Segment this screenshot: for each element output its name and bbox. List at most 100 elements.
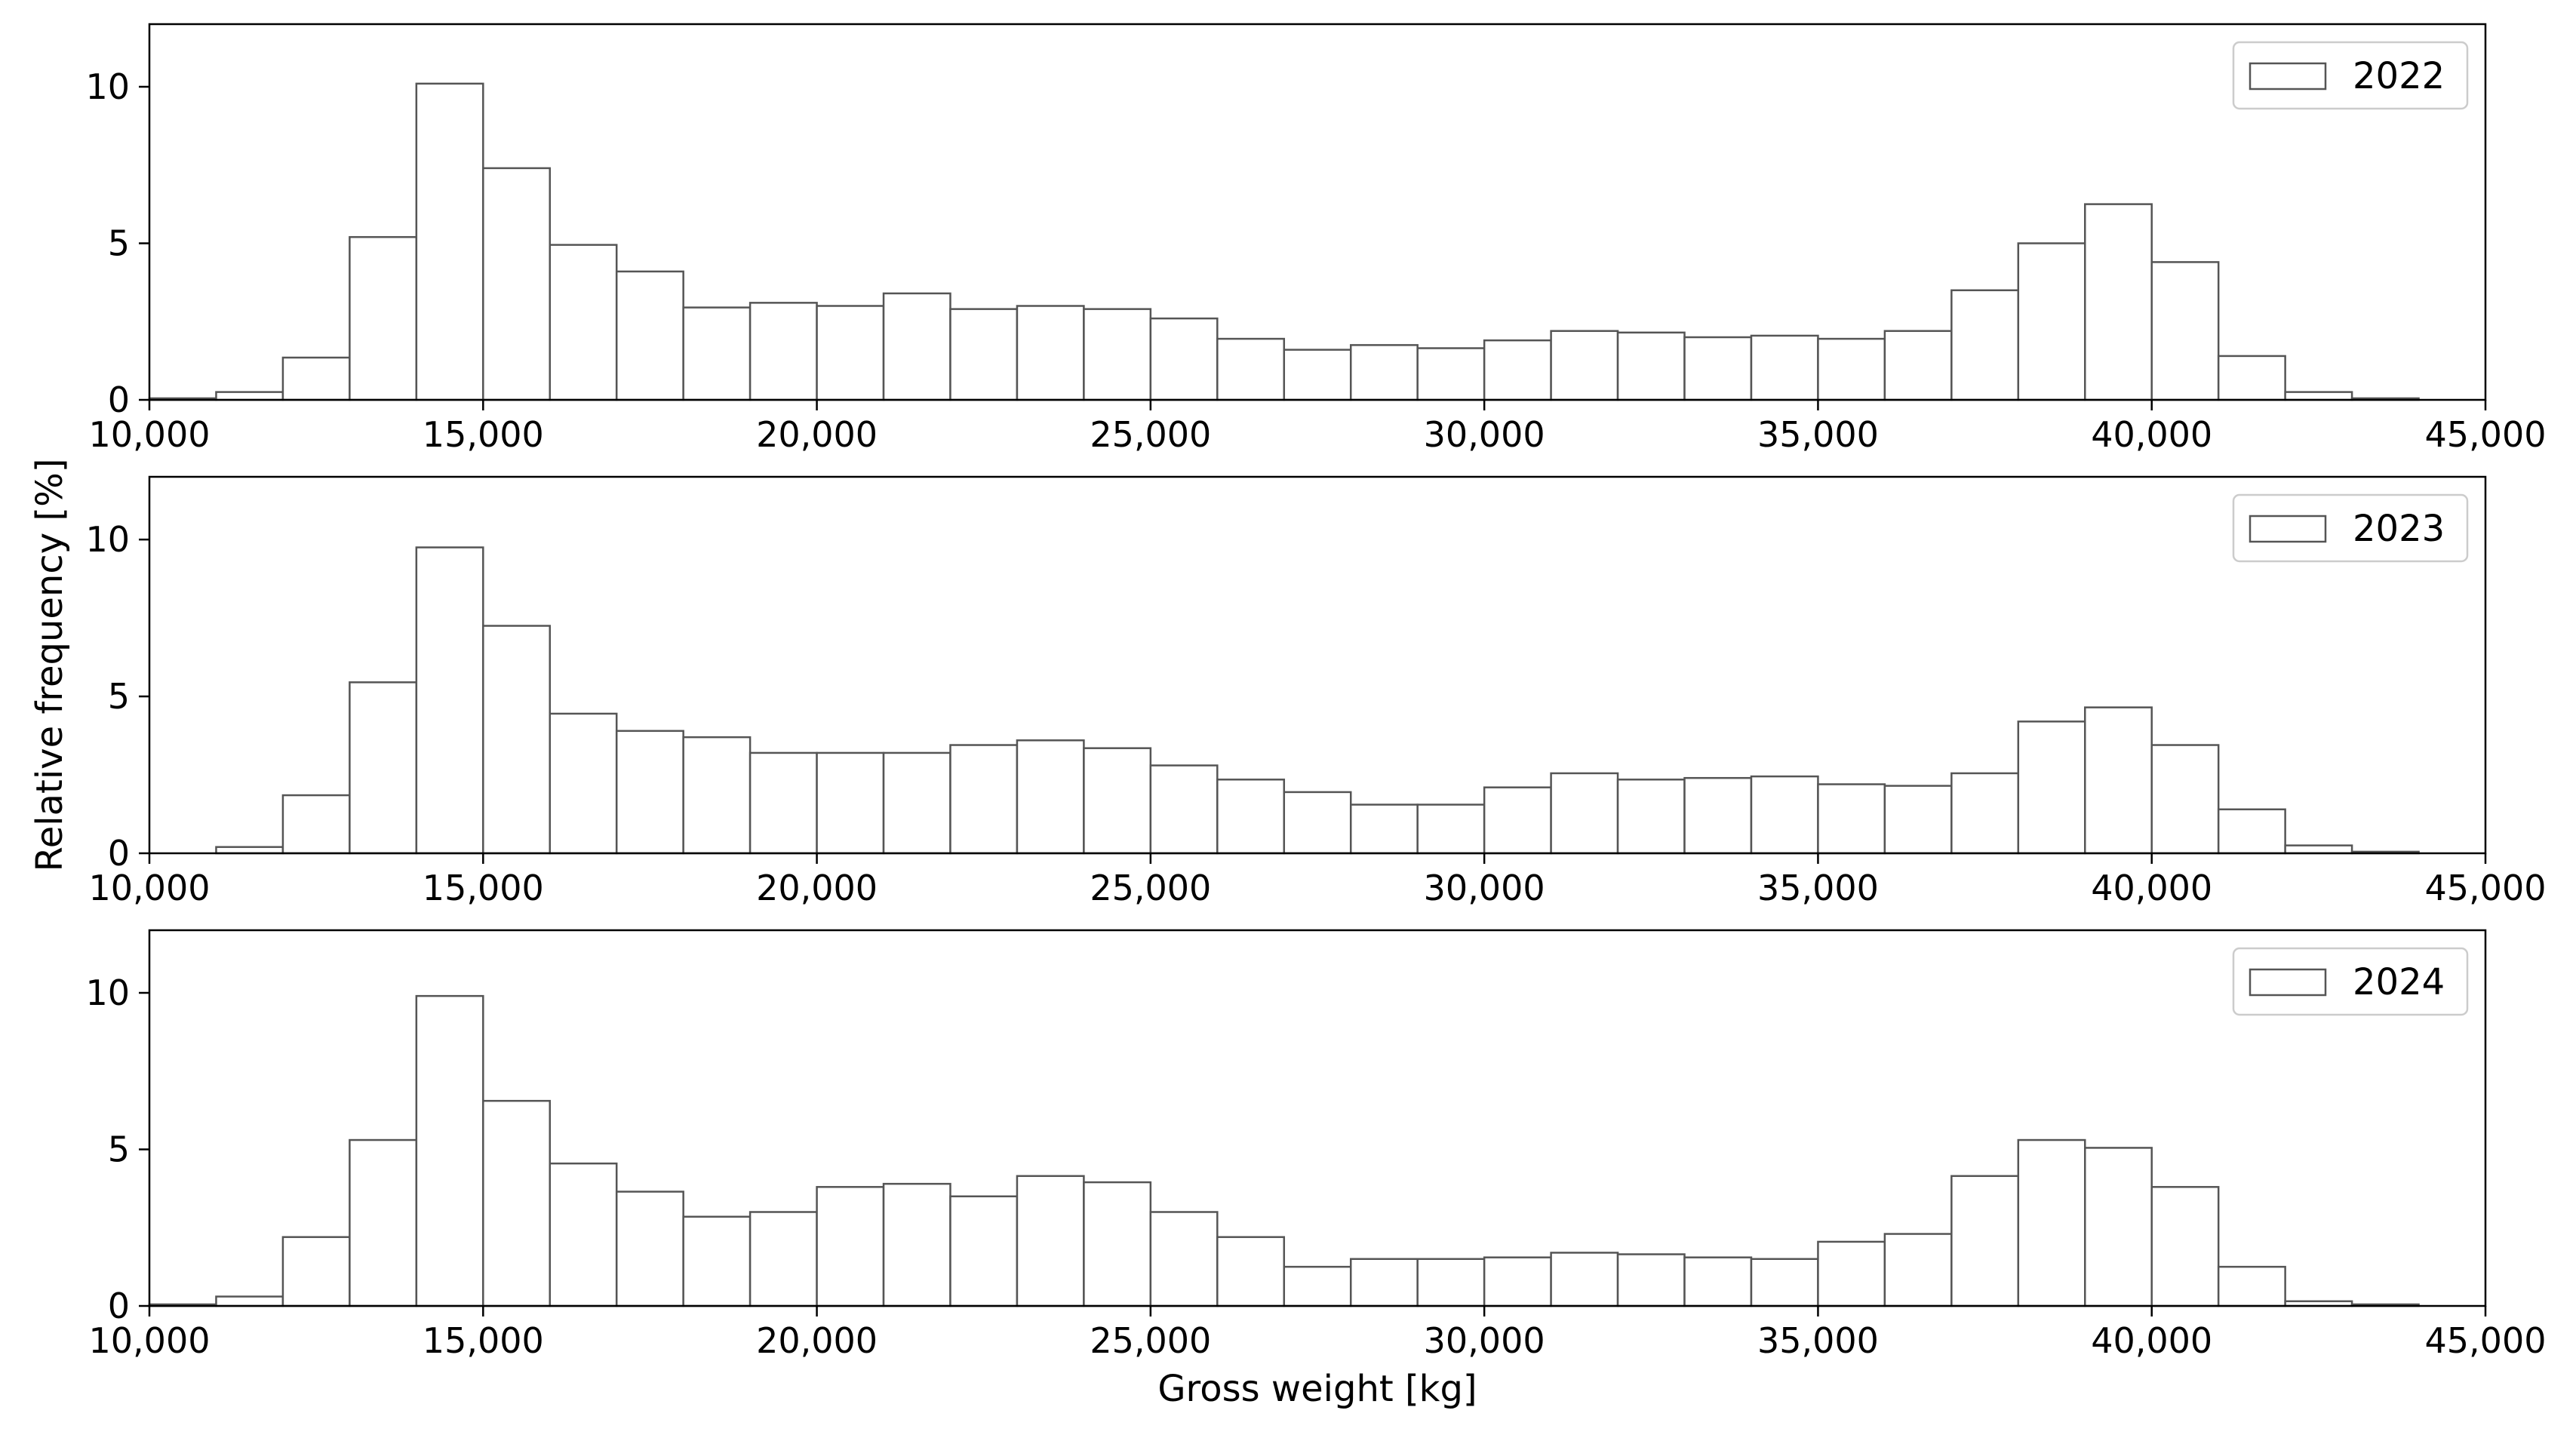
histogram-bar <box>2017 720 2086 855</box>
histogram-bar <box>682 736 752 855</box>
histogram-bar <box>1083 747 1152 855</box>
y-tick-label: 0 <box>108 833 130 874</box>
histogram-bar <box>816 305 885 401</box>
x-tick-label: 35,000 <box>1757 868 1879 908</box>
histogram-bar <box>1083 308 1152 401</box>
histogram-bar <box>1683 336 1753 401</box>
x-tick-label: 30,000 <box>1424 868 1545 908</box>
histogram-bar <box>749 751 818 855</box>
histogram-bar <box>1616 331 1686 401</box>
histogram-bar <box>1349 803 1419 855</box>
histogram-bar <box>1216 337 1286 401</box>
histogram-bar <box>1483 786 1552 855</box>
x-tick-label: 40,000 <box>2091 1320 2212 1361</box>
x-tick-label: 30,000 <box>1424 414 1545 455</box>
histogram-bar <box>1750 334 1819 401</box>
x-tick-label: 15,000 <box>423 868 544 908</box>
histogram-bar <box>1950 289 2020 401</box>
histogram-bar <box>1083 1181 1152 1307</box>
histogram-bar <box>949 308 1019 401</box>
histogram-bar <box>2084 203 2153 401</box>
histogram-bar <box>1149 317 1219 401</box>
histogram-bar <box>749 1211 818 1307</box>
x-tick-label: 20,000 <box>756 1320 878 1361</box>
histogram-bar <box>1149 1211 1219 1307</box>
y-tick-label: 10 <box>85 519 130 560</box>
x-tick-label: 15,000 <box>423 414 544 455</box>
histogram-bar <box>749 302 818 401</box>
x-tick-label: 10,000 <box>89 414 211 455</box>
histogram-bar <box>2284 844 2353 855</box>
legend: 2023 <box>2232 493 2469 563</box>
histogram-bar <box>549 712 618 855</box>
histogram-bar <box>2217 1265 2286 1307</box>
y-axis-label: Relative frequency [%] <box>29 459 71 872</box>
histogram-bar <box>281 794 351 855</box>
histogram-bar <box>2150 744 2220 855</box>
histogram-bar <box>1550 1252 1619 1307</box>
histogram-bar <box>1149 764 1219 855</box>
histogram-bar <box>415 994 484 1307</box>
x-tick-label: 40,000 <box>2091 868 2212 908</box>
histogram-bar <box>682 1215 752 1307</box>
x-tick-label: 30,000 <box>1424 1320 1545 1361</box>
x-tick-label: 45,000 <box>2425 868 2547 908</box>
histogram-panel-2024: 0 5 10 10,000 15,000 20,000 25,000 30,000 35,000… <box>85 929 2547 1361</box>
histogram-bar <box>1883 1233 1953 1307</box>
histogram-bar <box>1817 783 1886 855</box>
histogram-bar <box>1216 779 1286 855</box>
histogram-bar <box>1416 803 1486 855</box>
histogram-bar <box>415 546 484 855</box>
histogram-bar <box>1016 1175 1085 1307</box>
histogram-bar <box>1883 330 1953 401</box>
histogram-bar <box>2284 391 2353 401</box>
x-tick-label: 45,000 <box>2425 414 2547 455</box>
histogram-bar <box>949 1195 1019 1307</box>
histogram-bar <box>1683 1256 1753 1307</box>
histogram-bar <box>816 751 885 855</box>
histogram-bar <box>1550 772 1619 855</box>
axes-frame <box>148 929 2487 1307</box>
histogram-bar <box>1750 1258 1819 1307</box>
histogram-bar <box>816 1186 885 1307</box>
histogram-bar <box>215 391 284 401</box>
histogram-bar <box>882 751 951 855</box>
y-tick-label: 5 <box>108 1129 130 1170</box>
histogram-bar <box>349 1138 418 1307</box>
x-tick-label: 20,000 <box>756 414 878 455</box>
histogram-bar <box>482 625 551 855</box>
histogram-bar <box>1016 739 1085 855</box>
histogram-bar <box>1416 347 1486 401</box>
y-tick-label: 5 <box>108 676 130 717</box>
histogram-bar <box>615 1191 684 1307</box>
histogram-bar <box>215 1295 284 1307</box>
histogram-panel-2022: 0 5 10 10,000 15,000 20,000 25,000 30,000 35,000… <box>85 23 2547 455</box>
histogram-bar <box>1950 772 2020 855</box>
histogram-bar <box>2217 808 2286 855</box>
legend: 2024 <box>2232 947 2469 1016</box>
histogram-bar <box>1817 1240 1886 1307</box>
histogram-bar <box>415 82 484 401</box>
histogram-bar <box>2217 355 2286 401</box>
legend-label: 2022 <box>2353 55 2445 97</box>
histogram-bar <box>2017 1138 2086 1307</box>
x-tick-label: 25,000 <box>1090 414 1211 455</box>
legend-swatch <box>2249 968 2327 997</box>
y-tick-label: 0 <box>108 379 130 420</box>
legend-box <box>2232 493 2469 563</box>
histogram-bar <box>882 1182 951 1307</box>
histogram-bar <box>949 744 1019 855</box>
y-tick-label: 0 <box>108 1286 130 1326</box>
x-tick-label: 45,000 <box>2425 1320 2547 1361</box>
histogram-bar <box>1483 339 1552 401</box>
histogram-bar <box>482 1099 551 1307</box>
histogram-bar <box>2017 242 2086 401</box>
x-tick-label: 20,000 <box>756 868 878 908</box>
histogram-bar <box>882 292 951 401</box>
legend-label: 2024 <box>2353 961 2445 1003</box>
histogram-bar <box>682 306 752 401</box>
histogram-bar <box>1349 344 1419 401</box>
histogram-bar <box>1883 785 1953 855</box>
